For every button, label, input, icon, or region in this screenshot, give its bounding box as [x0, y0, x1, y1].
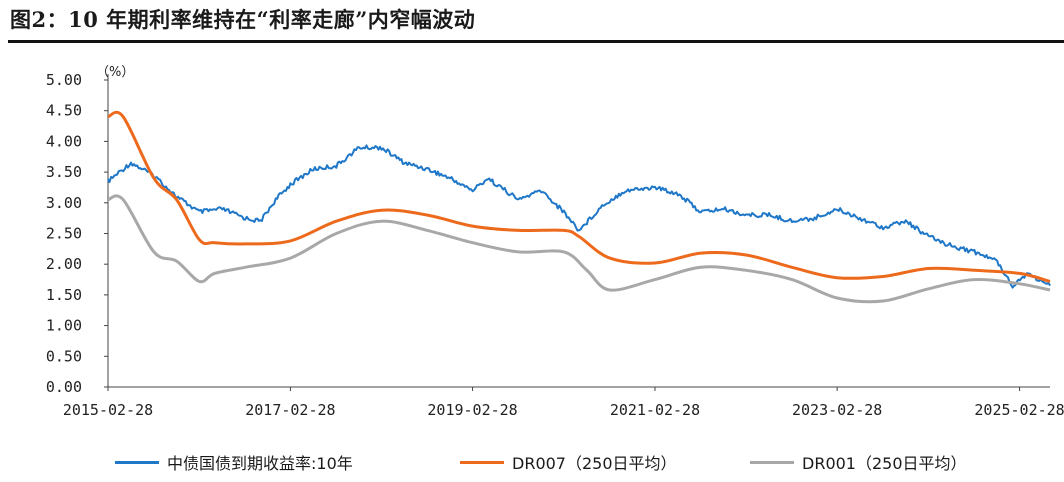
title-rule [8, 40, 1064, 43]
x-tick-label: 2019-02-28 [427, 401, 517, 419]
line-chart: （%） 5.00 4.50 4.00 3.50 3.00 2.50 2.00 1.50 1.00 0… [46, 65, 1064, 419]
series-line-1 [107, 144, 1051, 289]
x-tick-label: 2015-02-28 [63, 401, 153, 419]
series-line-3 [107, 194, 1051, 304]
y-tick-label: 0.50 [46, 347, 82, 365]
y-tick-label: 2.00 [46, 255, 82, 273]
y-tick-label: 4.00 [46, 132, 82, 150]
y-tick-label: 4.50 [46, 102, 82, 120]
legend-label: 中债国债到期收益率:10年 [167, 454, 353, 473]
legend-item-3: DR001（250日平均） [750, 450, 967, 474]
legend-item-1: 中债国债到期收益率:10年 [115, 450, 353, 474]
y-tick-label: 3.50 [46, 163, 82, 181]
chart-title: 图2：10 年期利率维持在“利率走廊”内窄幅波动 [10, 7, 476, 32]
legend-label: DR001（250日平均） [802, 454, 967, 473]
legend-swatch [115, 460, 159, 464]
y-unit-label: （%） [96, 65, 134, 80]
axes: （%） 5.00 4.50 4.00 3.50 3.00 2.50 2.00 1.50 1.00 0… [46, 65, 1064, 419]
x-tick-label: 2023-02-28 [792, 401, 882, 419]
series-line-2 [107, 110, 1051, 283]
y-tick-label: 3.00 [46, 194, 82, 212]
y-tick-label: 5.00 [46, 71, 82, 89]
x-tick-label: 2025-02-28 [974, 401, 1064, 419]
legend-label: DR007（250日平均） [512, 454, 677, 473]
y-tick-label: 1.00 [46, 317, 82, 335]
x-tick-label: 2021-02-28 [610, 401, 700, 419]
series-lines [107, 110, 1051, 304]
y-tick-label: 2.50 [46, 225, 82, 243]
x-tick-label: 2017-02-28 [245, 401, 335, 419]
legend: 中债国债到期收益率:10年 DR007（250日平均） DR001（250日平均） [0, 450, 1064, 473]
legend-swatch [750, 460, 794, 464]
y-tick-label: 0.00 [46, 378, 82, 396]
legend-item-2: DR007（250日平均） [460, 450, 677, 474]
y-tick-label: 1.50 [46, 286, 82, 304]
legend-swatch [460, 460, 504, 464]
